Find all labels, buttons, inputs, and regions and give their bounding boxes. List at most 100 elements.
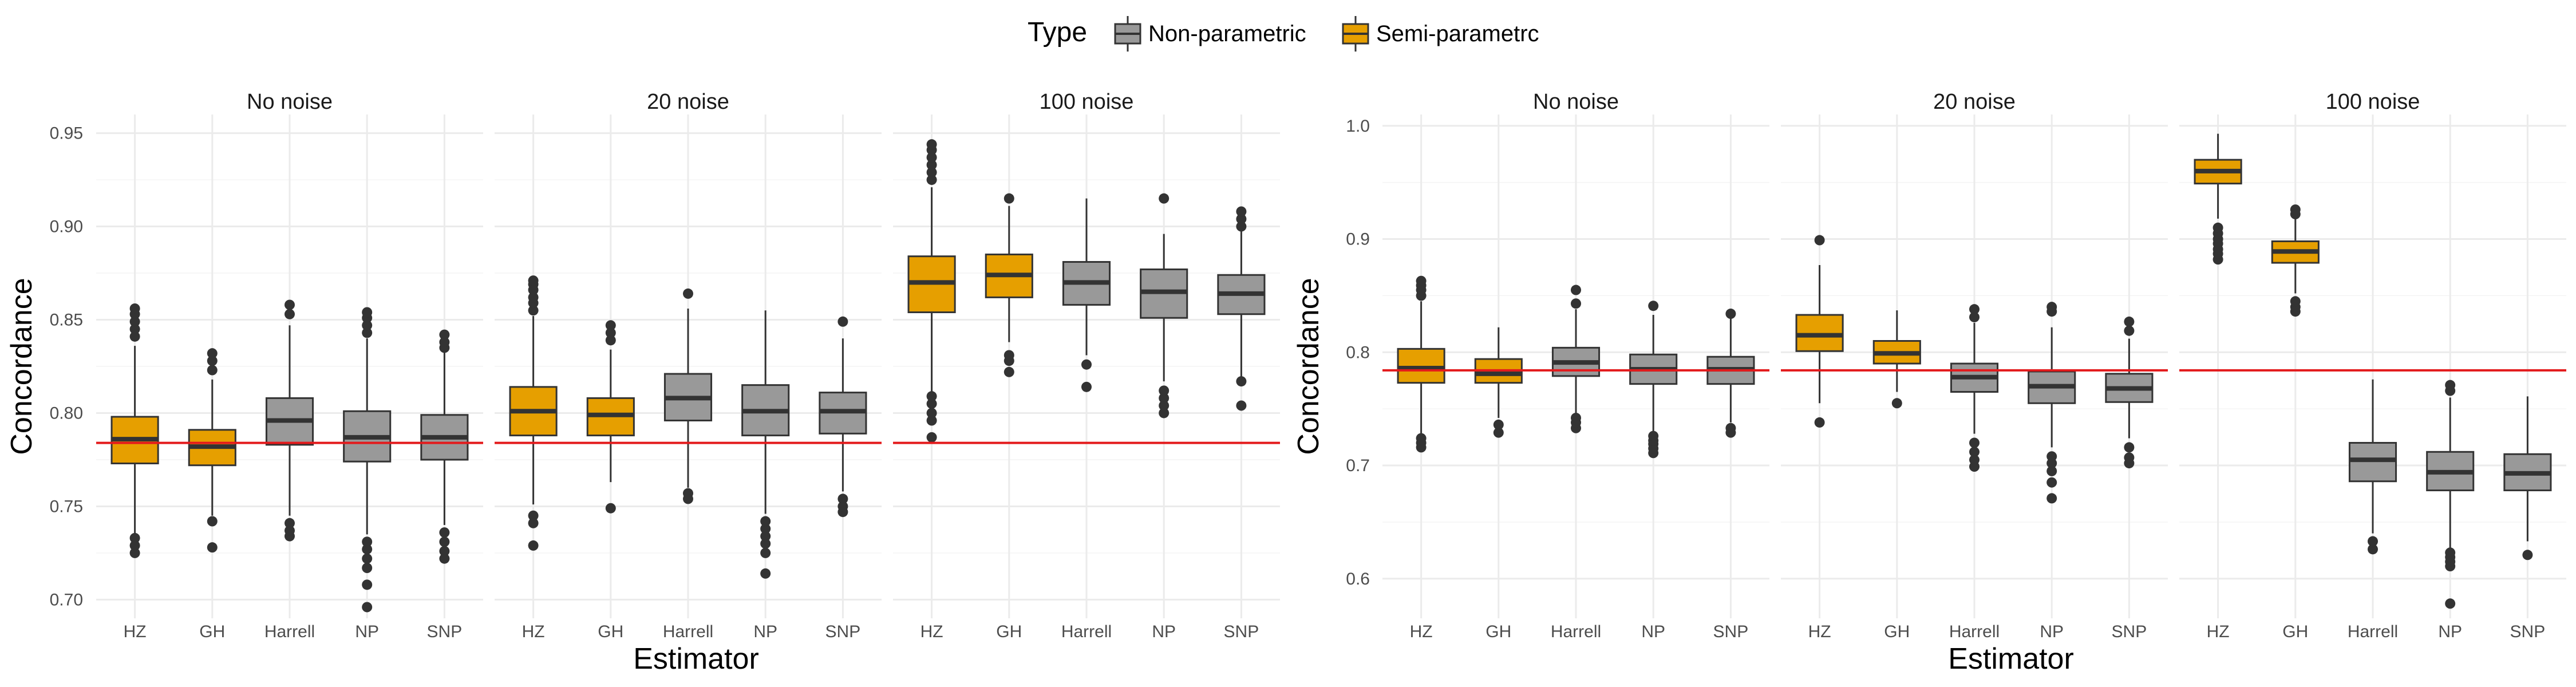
facet-panel: 100 noise HZ GH Harrell NP SNP [893, 90, 1280, 641]
outlier-point [285, 299, 295, 310]
x-tick-label: SNP [2112, 622, 2147, 641]
x-tick-label: NP [1641, 622, 1665, 641]
legend: Type Non-parametric Semi-parametrc [1028, 16, 1539, 52]
facet-label: No noise [1533, 90, 1619, 114]
outlier-point [207, 356, 218, 366]
outlier-point [1236, 206, 1247, 217]
outlier-point [760, 523, 771, 534]
outlier-point [528, 540, 539, 551]
outlier-point [1081, 359, 1092, 370]
outlier-point [1159, 400, 1170, 411]
outlier-point [1969, 437, 1980, 448]
x-tick-label: GH [996, 622, 1022, 641]
outlier-point [2445, 380, 2456, 390]
outlier-point [1003, 366, 1014, 377]
legend-label: Non-parametric [1148, 21, 1306, 46]
outlier-point [129, 316, 140, 327]
outlier-point [362, 536, 373, 547]
outlier-point [605, 503, 616, 514]
outlier-point [837, 316, 848, 327]
outlier-point [1969, 311, 1980, 322]
outlier-point [760, 568, 771, 579]
outlier-point [2124, 325, 2135, 336]
outlier-point [285, 525, 295, 536]
outlier-point [2124, 442, 2135, 453]
outlier-point [1814, 417, 1825, 428]
box-hz [907, 139, 956, 443]
outlier-point [129, 323, 140, 334]
y-tick-label: 0.90 [50, 218, 83, 236]
facet-label: 100 noise [2326, 90, 2420, 114]
outlier-point [605, 320, 616, 331]
x-tick-label: NP [1152, 622, 1176, 641]
box-hz [509, 275, 558, 551]
x-tick-label: GH [598, 622, 623, 641]
outlier-point [2046, 477, 2057, 488]
box-snp [2105, 316, 2154, 469]
outlier-point [528, 275, 539, 286]
outlier-point [1648, 301, 1659, 311]
x-tick-label: Harrell [1551, 622, 1601, 641]
x-tick-label: Harrell [1061, 622, 1112, 641]
outlier-point [528, 510, 539, 521]
outlier-point [2368, 536, 2378, 547]
outlier-point [362, 320, 373, 331]
outlier-point [1891, 398, 1902, 409]
outlier-point [926, 175, 937, 185]
box-harrell [1062, 198, 1111, 392]
x-tick-label: HZ [920, 622, 943, 641]
outlier-point [926, 167, 937, 178]
x-tick-label: HZ [2207, 622, 2230, 641]
outlier-point [1236, 214, 1247, 224]
y-tick-label: 0.70 [50, 590, 83, 609]
outlier-point [285, 309, 295, 319]
box-snp [420, 329, 469, 564]
outlier-point [439, 553, 450, 564]
outlier-point [605, 335, 616, 346]
outlier-point [926, 398, 937, 409]
outlier-point [1571, 412, 1581, 423]
facet-panel: 100 noise HZ GH Harrell NP SNP [2179, 90, 2566, 641]
outlier-point [2124, 452, 2135, 463]
outlier-point [362, 579, 373, 590]
outlier-point [1236, 400, 1247, 411]
outlier-point [362, 563, 373, 573]
outlier-point [207, 516, 218, 527]
x-tick-label: HZ [1410, 622, 1433, 641]
outlier-point [528, 305, 539, 316]
facet-panel: 20 noise HZ GH Harrell NP SNP [495, 90, 882, 641]
outlier-point [1571, 285, 1581, 295]
outlier-point [605, 327, 616, 338]
outlier-point [207, 348, 218, 359]
outlier-point [362, 553, 373, 564]
y-axis-title: Concordance [5, 278, 38, 455]
outlier-point [439, 536, 450, 547]
y-tick-label: 0.7 [1346, 456, 1370, 475]
outlier-point [1416, 433, 1427, 444]
x-tick-label: Harrell [1949, 622, 2000, 641]
x-tick-label: NP [753, 622, 777, 641]
box-harrell [265, 299, 314, 542]
box-hz [2194, 133, 2242, 265]
outlier-point [1648, 431, 1659, 441]
box-gh [985, 193, 1033, 377]
y-tick-label: 0.80 [50, 404, 83, 423]
outlier-point [439, 527, 450, 538]
outlier-point [2445, 598, 2456, 609]
box-gh [1872, 310, 1921, 409]
box-snp [1217, 206, 1266, 411]
facet-panel: No noise HZ GH Harrell NP SNP [96, 90, 483, 641]
x-tick-label: SNP [1713, 622, 1749, 641]
box-np [2028, 302, 2076, 504]
y-axis-title: Concordance [1292, 278, 1325, 455]
x-tick-label: Harrell [2348, 622, 2398, 641]
box-gh [2271, 204, 2320, 317]
outlier-point [2290, 296, 2301, 307]
outlier-point [285, 518, 295, 528]
outlier-point [207, 542, 218, 553]
x-axis-title: Estimator [1948, 642, 2074, 676]
x-tick-label: SNP [1224, 622, 1259, 641]
outlier-point [2046, 451, 2057, 462]
outlier-point [129, 540, 140, 551]
outlier-point [926, 160, 937, 170]
